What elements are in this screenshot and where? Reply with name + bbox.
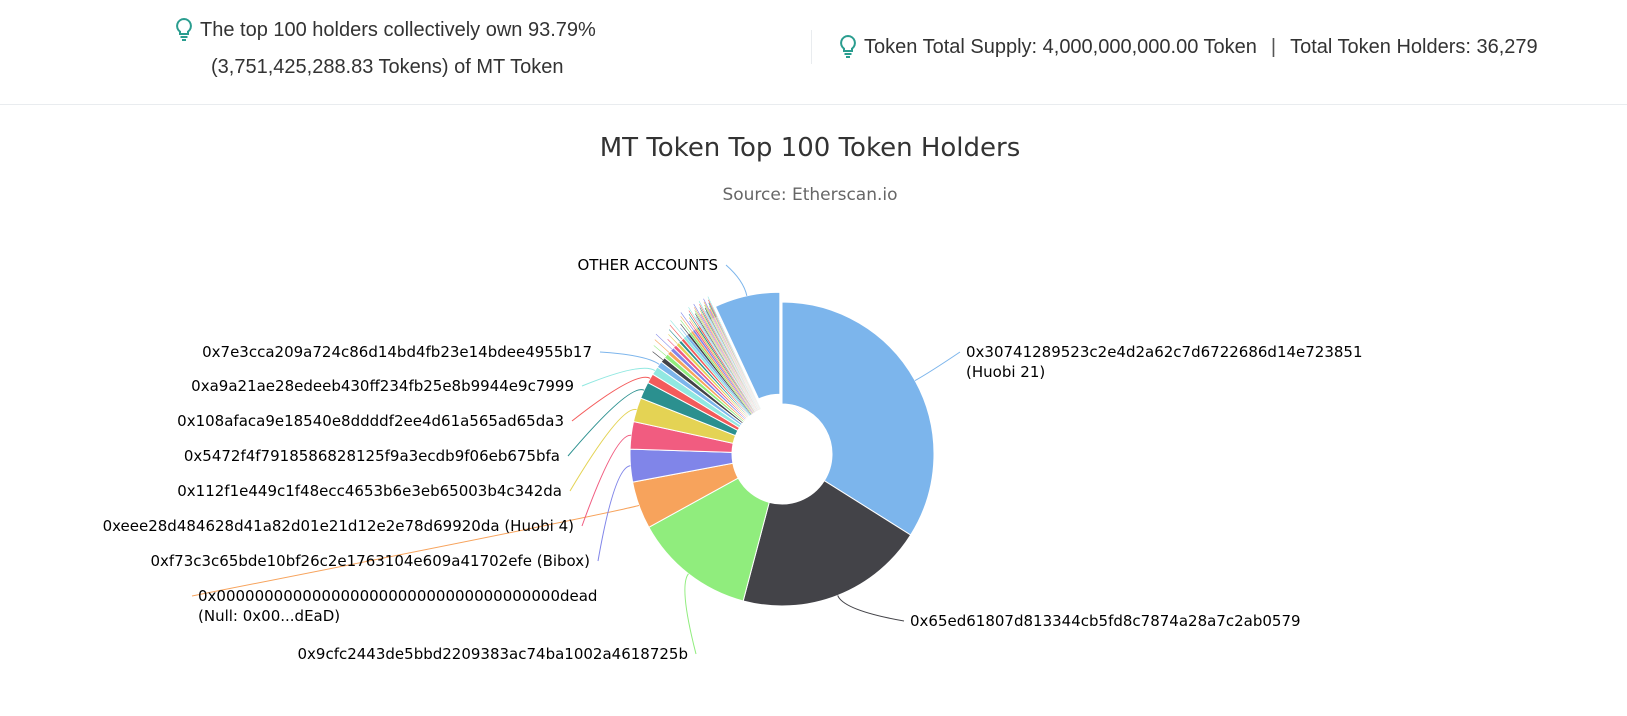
slice-label: 0x000000000000000000000000000000000000de…	[198, 587, 597, 625]
small-slice-tick	[695, 316, 702, 326]
pie-slices	[629, 291, 935, 607]
small-slice-tick	[688, 307, 701, 326]
small-slice-tick	[693, 303, 706, 324]
small-slice-tick	[708, 302, 716, 318]
small-slice-tick	[680, 323, 689, 335]
small-slice-tick	[670, 320, 685, 338]
label-connectors	[191, 264, 961, 655]
label-connector	[599, 351, 660, 365]
small-slice-tick	[704, 307, 712, 320]
small-slice-tick	[653, 345, 667, 357]
small-slice-tick	[700, 313, 707, 323]
top-holders-line2: (3,751,425,288.83 Tokens) of MT Token	[211, 56, 564, 78]
small-slice-tick	[669, 324, 683, 340]
label-connector	[581, 434, 632, 527]
pie-slice[interactable]	[648, 477, 770, 602]
chart-title: MT Token Top 100 Token Holders	[600, 133, 1021, 163]
top-holders-summary: The top 100 holders collectively own 93.…	[174, 14, 596, 83]
chart-subtitle: Source: Etherscan.io	[722, 185, 897, 205]
label-connector	[571, 376, 651, 422]
small-slice-tick	[688, 317, 697, 329]
label-connector	[684, 573, 697, 655]
small-slice-tick	[699, 304, 709, 322]
small-slice-tick	[688, 313, 699, 328]
label-connector	[597, 465, 631, 562]
small-slice-tick	[707, 296, 718, 317]
small-slice-tick	[655, 333, 673, 350]
small-slice-tick	[708, 299, 717, 317]
slice-label: 0xa9a21ae28edeeb430ff234fb25e8b9944e9c79…	[191, 377, 574, 395]
top-holders-line1: The top 100 holders collectively own 93.…	[200, 19, 596, 41]
slice-label: 0x7e3cca209a724c86d14bd4fb23e14bdee4955b…	[202, 343, 592, 361]
small-slice-tick	[652, 351, 663, 360]
slice-label: 0xeee28d484628d41a82d01e21d12e2e78d69920…	[103, 517, 574, 535]
small-slice-tick	[699, 307, 708, 322]
lightbulb-icon	[174, 17, 200, 51]
label-connector	[569, 409, 637, 492]
small-slice-tick	[704, 304, 713, 320]
slice-label: 0x5472f4f7918586828125f9a3ecdb9f06eb675b…	[184, 447, 560, 465]
slice-label: 0x112f1e449c1f48ecc4653b6e3eb65003b4c342…	[177, 482, 562, 500]
small-slice-tick	[680, 327, 687, 336]
label-connector	[914, 351, 961, 381]
label-connector	[581, 367, 656, 387]
total-supply: Token Total Supply: 4,000,000,000.00 Tok…	[864, 36, 1257, 58]
pie-slice[interactable]	[742, 479, 912, 607]
pie-slice[interactable]	[781, 301, 935, 536]
slice-label: 0x108afaca9e18540e8ddddf2ee4d61a565ad65d…	[177, 412, 564, 430]
small-slice-tick	[703, 298, 714, 319]
small-slice-tick	[668, 329, 681, 342]
label-connector	[725, 264, 748, 296]
small-slice-tick	[688, 310, 700, 327]
lightbulb-icon	[838, 34, 864, 68]
separator: |	[1270, 36, 1277, 58]
small-slice-tick	[695, 313, 703, 325]
slice-label: OTHER ACCOUNTS	[577, 256, 718, 274]
small-slice-tick	[668, 334, 678, 344]
small-slice-tick	[680, 319, 691, 334]
small-slice-tick	[680, 316, 693, 332]
small-slice-tick	[709, 308, 715, 319]
supply-summary: Token Total Supply: 4,000,000,000.00 Tok…	[838, 31, 1538, 68]
slice-label: 0x9cfc2443de5bbd2209383ac74ba1002a461872…	[297, 645, 688, 663]
slice-label: 0xf73c3c65bde10bf26c2e1763104e609a41702e…	[150, 552, 590, 570]
label-connector	[567, 389, 645, 457]
divider	[811, 30, 812, 64]
pie-slice[interactable]	[714, 291, 781, 400]
small-slice-tick	[705, 310, 711, 321]
summary-bar: The top 100 holders collectively own 93.…	[0, 0, 1627, 105]
small-slice-tick	[694, 310, 704, 325]
small-slice-tick	[654, 339, 670, 353]
small-slice-tick	[698, 300, 710, 321]
small-slice-tick	[689, 320, 696, 330]
small-slice-tick	[700, 310, 707, 323]
label-connector	[837, 595, 905, 622]
pie-slice[interactable]	[716, 316, 762, 410]
slice-label: 0x65ed61807d813344cb5fd8c7874a28a7c2ab05…	[910, 612, 1301, 630]
total-holders: Total Token Holders: 36,279	[1290, 36, 1538, 58]
slice-labels: 0x30741289523c2e4d2a62c7d6722686d14e7238…	[103, 256, 1363, 663]
small-slice-tick	[708, 305, 716, 318]
small-slice-tick	[680, 312, 694, 331]
small-slice-tick	[703, 301, 713, 319]
slice-label: 0x30741289523c2e4d2a62c7d6722686d14e7238…	[966, 343, 1363, 381]
holders-pie-chart: MT Token Top 100 Token Holders Source: E…	[103, 133, 1363, 663]
small-slice-tick	[693, 307, 705, 324]
label-connector	[191, 504, 640, 597]
small-slice-tick	[667, 339, 675, 347]
